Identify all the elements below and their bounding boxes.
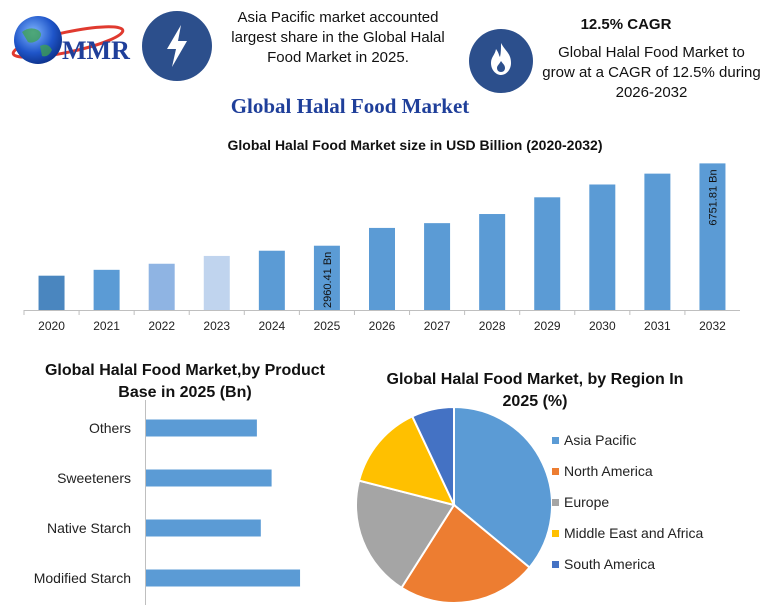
slice-asia-pacific: [453, 405, 553, 569]
x-tick-label-2029: 2029: [534, 319, 561, 333]
slice-north-america: [400, 503, 531, 604]
legend-label-south-america: South America: [564, 556, 655, 572]
y-tick-label-modified-starch: Modified Starch: [34, 570, 131, 586]
region-chart-title: Global Halal Food Market, by Region In 2…: [386, 371, 684, 410]
globe-icon: [11, 16, 125, 64]
lightning-icon: [142, 11, 212, 81]
legend-swatch-europe: [552, 499, 559, 506]
slice-south-america: [410, 405, 455, 506]
slice-middle-east-and-africa: [357, 414, 456, 507]
x-tick-label-2028: 2028: [479, 319, 506, 333]
slice-europe: [355, 479, 456, 590]
data-label-2032: 6751.81 Bn: [707, 169, 719, 225]
x-tick-label-2025: 2025: [314, 319, 341, 333]
y-tick-label-sweeteners: Sweeteners: [57, 470, 131, 486]
x-tick-label-2020: 2020: [38, 319, 65, 333]
callout-cagr: Global Halal Food Market to grow at a CA…: [540, 43, 763, 103]
bar-2022: [148, 263, 175, 310]
hbar-modified-starch: [146, 569, 301, 587]
callout-cagr-text: Global Halal Food Market to grow at a CA…: [542, 44, 761, 101]
y-tick-label-native-starch: Native Starch: [47, 520, 131, 536]
hbar-others: [146, 419, 257, 437]
bar-2031: [644, 173, 671, 310]
legend-swatch-asia-pacific: [552, 437, 559, 444]
legend-label-middle-east-and-africa: Middle East and Africa: [564, 525, 704, 541]
x-tick-label-2021: 2021: [93, 319, 120, 333]
x-tick-label-2031: 2031: [644, 319, 671, 333]
data-label-2025: 2960.41 Bn: [322, 252, 334, 308]
bar-2023: [203, 255, 230, 310]
bar-2027: [424, 223, 451, 310]
x-tick-label-2026: 2026: [369, 319, 396, 333]
x-tick-label-2030: 2030: [589, 319, 616, 333]
bar-2028: [479, 214, 506, 310]
legend-swatch-middle-east-and-africa: [552, 530, 559, 537]
logo-text: MMR: [62, 36, 130, 65]
bar-2021: [93, 269, 120, 310]
callout-asia-pacific: Asia Pacific market accounted largest sh…: [231, 9, 445, 66]
legend-label-north-america: North America: [564, 463, 653, 479]
bar-2025: [313, 245, 340, 310]
bar-chart-title: Global Halal Food Market size in USD Bil…: [227, 137, 603, 153]
flame-icon: [469, 29, 533, 93]
x-tick-label-2027: 2027: [424, 319, 451, 333]
bar-2020: [38, 275, 65, 310]
bar-2032: [699, 163, 726, 310]
x-tick-label-2024: 2024: [258, 319, 285, 333]
bar-2030: [589, 184, 616, 310]
product-chart-title: Global Halal Food Market,by Product Base…: [44, 362, 326, 401]
legend-label-asia-pacific: Asia Pacific: [564, 432, 636, 448]
mmr-logo: [8, 12, 136, 74]
region-pie-chart: Asia Pacific North America Europe Middle Ea…: [355, 405, 704, 604]
bar-2024: [258, 250, 285, 310]
x-tick-label-2022: 2022: [148, 319, 175, 333]
legend-label-europe: Europe: [564, 494, 609, 510]
product-base-bar-chart: Others Sweeteners Native Starch Modified St…: [34, 400, 301, 605]
x-tick-label-2032: 2032: [699, 319, 726, 333]
legend-swatch-north-america: [552, 468, 559, 475]
x-tick-label-2023: 2023: [203, 319, 230, 333]
legend-swatch-south-america: [552, 561, 559, 568]
y-tick-label-others: Others: [89, 420, 131, 436]
bar-2026: [369, 227, 395, 310]
bar-2029: [534, 197, 561, 310]
page-title: Global Halal Food Market: [230, 94, 470, 118]
cagr-title: 12.5% CAGR: [580, 16, 672, 33]
market-size-bar-chart: 2020 2021 2022 2023 2024 2025 2960.41 Bn 2026 20…: [23, 163, 740, 333]
hbar-native-starch: [146, 519, 261, 537]
hbar-sweeteners: [146, 469, 272, 487]
